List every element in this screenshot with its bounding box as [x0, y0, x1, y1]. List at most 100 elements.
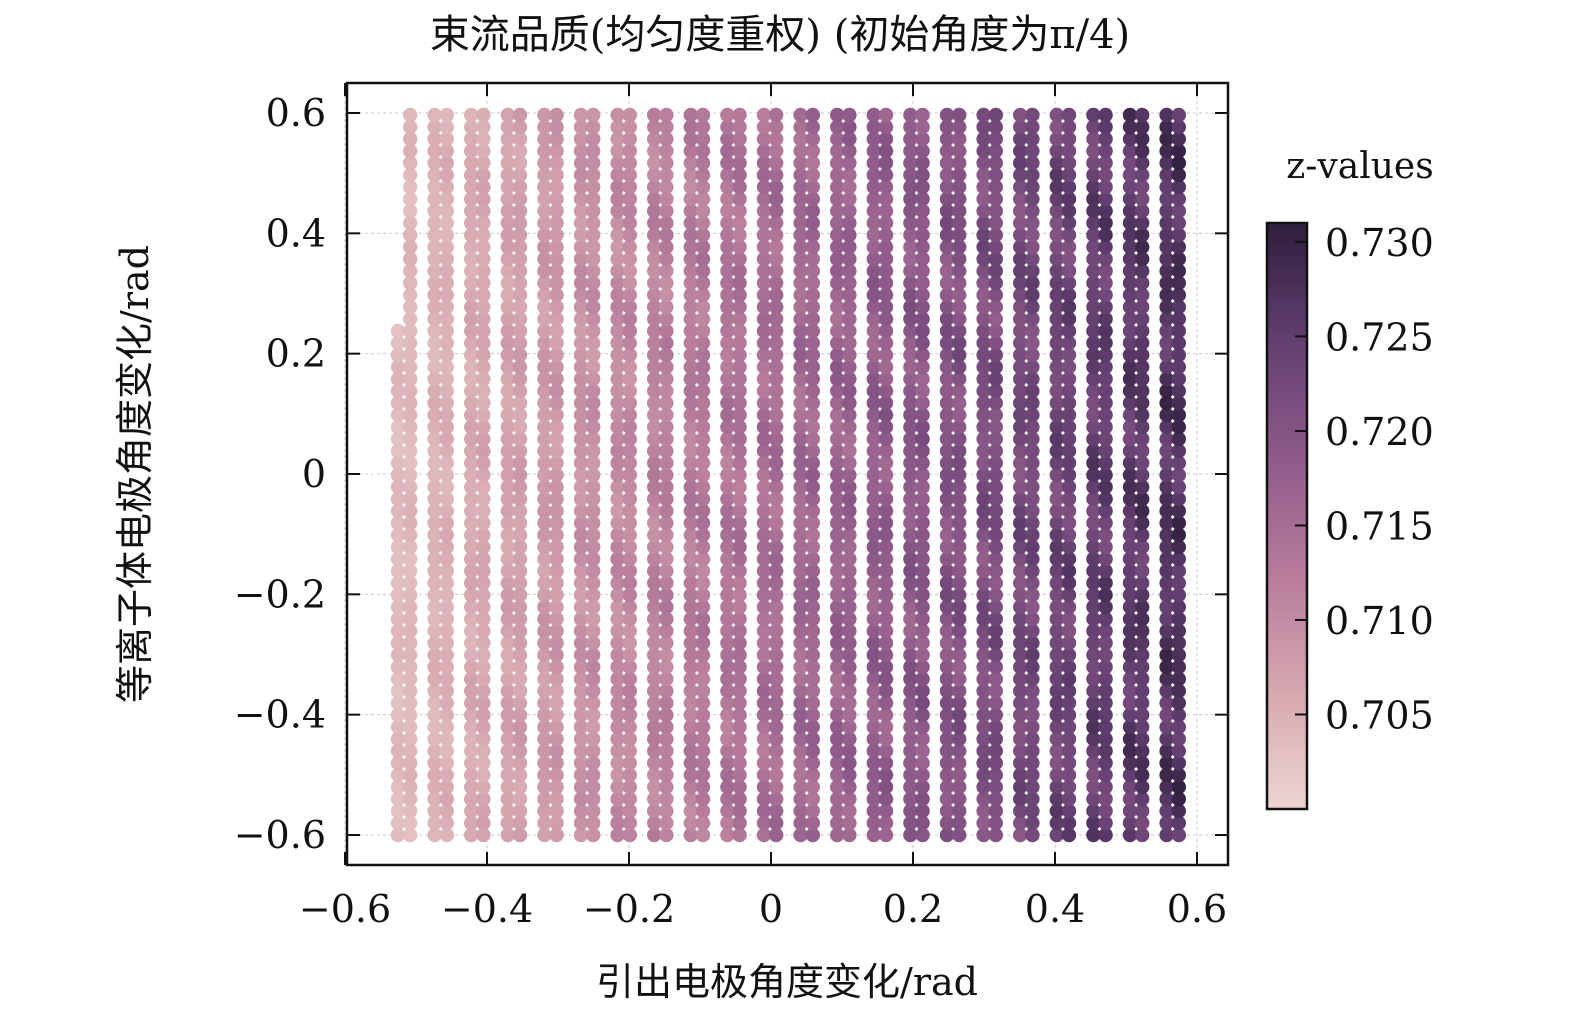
scatter-point: [549, 743, 564, 759]
scatter-point: [537, 791, 552, 807]
scatter-point: [939, 431, 955, 447]
scatter-point: [390, 383, 406, 399]
scatter-point: [403, 239, 418, 255]
scatter-point: [512, 539, 528, 555]
scatter-point: [695, 731, 711, 747]
scatter-point: [769, 131, 784, 147]
scatter-point: [390, 803, 406, 819]
scatter-point: [1025, 179, 1040, 195]
scatter-point: [1061, 563, 1077, 579]
scatter-point: [537, 551, 552, 567]
scatter-point: [1122, 599, 1138, 615]
scatter-point: [1171, 575, 1187, 591]
scatter-point: [537, 131, 552, 147]
scatter-point: [390, 815, 406, 831]
scatter-point: [586, 431, 601, 447]
scatter-point: [1098, 827, 1113, 843]
scatter-point: [500, 755, 515, 771]
scatter-point: [756, 563, 772, 579]
scatter-point: [537, 191, 552, 207]
scatter-point: [732, 515, 747, 531]
scatter-point: [537, 539, 552, 555]
scatter-point: [659, 215, 674, 231]
scatter-point: [1159, 575, 1174, 591]
scatter-point: [659, 575, 674, 591]
scatter-point: [793, 359, 808, 375]
scatter-point: [1135, 791, 1150, 807]
scatter-point: [976, 707, 991, 723]
scatter-point: [1086, 263, 1101, 279]
scatter-point: [695, 551, 711, 567]
scatter-point: [586, 455, 601, 471]
scatter-point: [573, 119, 589, 135]
scatter-point: [573, 599, 589, 615]
scatter-point: [683, 503, 698, 519]
scatter-point: [1025, 443, 1040, 459]
scatter-point: [1025, 359, 1040, 375]
scatter-point: [903, 515, 918, 531]
scatter-point: [439, 311, 454, 327]
scatter-point: [756, 275, 772, 291]
scatter-point: [586, 275, 601, 291]
scatter-point: [842, 779, 857, 795]
scatter-point: [903, 107, 918, 123]
scatter-point: [988, 275, 1003, 291]
scatter-point: [1122, 167, 1138, 183]
scatter-point: [1086, 563, 1101, 579]
scatter-point: [732, 623, 747, 639]
scatter-point: [1171, 635, 1187, 651]
scatter-point: [464, 719, 479, 735]
scatter-point: [830, 731, 845, 747]
scatter-point: [915, 311, 930, 327]
scatter-point: [1135, 443, 1150, 459]
scatter-point: [439, 395, 454, 411]
scatter-point: [695, 479, 711, 495]
scatter-point: [769, 263, 784, 279]
scatter-point: [878, 635, 894, 651]
scatter-point: [1013, 371, 1028, 387]
scatter-point: [390, 611, 406, 627]
scatter-point: [756, 611, 772, 627]
scatter-point: [512, 251, 528, 267]
scatter-point: [537, 767, 552, 783]
scatter-point: [1098, 323, 1113, 339]
scatter-point: [622, 179, 637, 195]
scatter-point: [549, 131, 564, 147]
scatter-point: [647, 575, 662, 591]
scatter-point: [464, 635, 479, 651]
scatter-point: [439, 743, 454, 759]
scatter-point: [537, 491, 552, 507]
scatter-point: [1086, 803, 1101, 819]
scatter-point: [720, 227, 735, 243]
scatter-point: [622, 263, 637, 279]
scatter-point: [805, 347, 820, 363]
scatter-point: [1171, 131, 1187, 147]
scatter-point: [647, 215, 662, 231]
scatter-point: [1098, 551, 1113, 567]
scatter-point: [1171, 323, 1187, 339]
scatter-point: [512, 695, 528, 711]
scatter-point: [659, 191, 674, 207]
scatter-point: [549, 191, 564, 207]
scatter-point: [403, 323, 418, 339]
scatter-point: [427, 527, 442, 543]
scatter-point: [647, 359, 662, 375]
scatter-point: [586, 419, 601, 435]
scatter-point: [659, 227, 674, 243]
scatter-point: [622, 635, 637, 651]
scatter-point: [1098, 335, 1113, 351]
scatter-point: [1122, 719, 1138, 735]
scatter-point: [1061, 335, 1077, 351]
scatter-point: [427, 311, 442, 327]
scatter-point: [586, 443, 601, 459]
scatter-point: [647, 323, 662, 339]
scatter-point: [1159, 167, 1174, 183]
scatter-point: [842, 311, 857, 327]
scatter-point: [878, 539, 894, 555]
scatter-point: [573, 203, 589, 219]
scatter-point: [1159, 683, 1174, 699]
scatter-point: [769, 623, 784, 639]
scatter-point: [610, 503, 625, 519]
scatter-point: [720, 455, 735, 471]
scatter-point: [793, 791, 808, 807]
